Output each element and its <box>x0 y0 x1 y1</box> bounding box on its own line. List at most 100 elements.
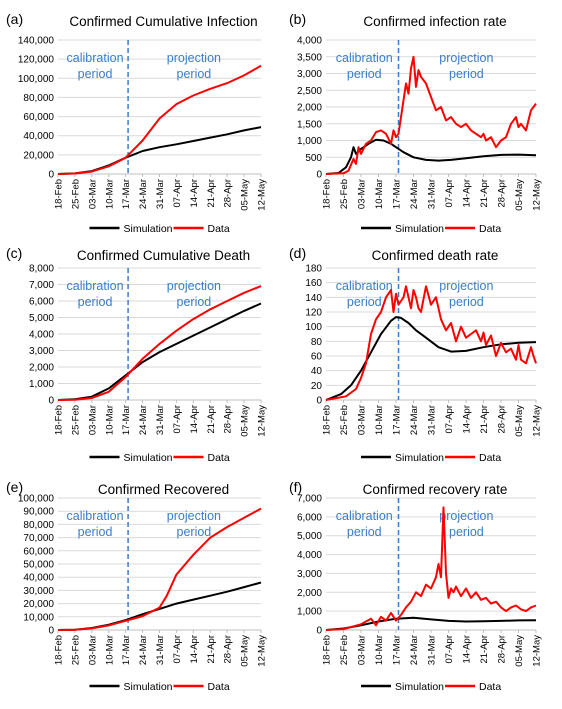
x-tick-label: 17-Mar <box>392 179 403 209</box>
y-tick-label: 40 <box>311 366 323 377</box>
x-tick-label: 10-Mar <box>374 405 385 435</box>
x-tick-label: 07-Apr <box>444 635 455 664</box>
y-tick-label: 10,000 <box>23 612 54 623</box>
series-line-simulation <box>57 126 262 175</box>
legend-data-label: Data <box>479 452 501 464</box>
y-tick-label: 20,000 <box>23 150 54 161</box>
y-tick-label: 120,000 <box>18 55 55 66</box>
calibration-period-label: calibration <box>67 509 124 523</box>
projection-period-label: period <box>177 67 212 81</box>
x-tick-label: 21-Apr <box>479 635 490 664</box>
legend-simulation-label: Simulation <box>124 223 173 235</box>
x-tick-label: 24-Mar <box>138 179 149 209</box>
calibration-period-label: period <box>347 67 382 81</box>
x-tick-label: 10-Mar <box>104 635 115 665</box>
legend-simulation-label: Simulation <box>124 452 173 464</box>
y-tick-label: 180 <box>305 264 322 275</box>
chart-panel-a: (a) Confirmed Cumulative Infection 0 20,000… <box>6 11 268 235</box>
x-tick-label: 10-Mar <box>374 179 385 209</box>
x-tick-label: 18-Feb <box>322 179 333 209</box>
panel-label: (e) <box>6 479 23 495</box>
x-tick-label: 18-Feb <box>322 635 333 665</box>
legend-simulation-label: Simulation <box>124 681 173 693</box>
projection-period-label: period <box>177 295 212 309</box>
x-tick-label: 03-Mar <box>357 635 368 665</box>
y-tick-label: 2,500 <box>297 86 322 97</box>
y-tick-label: 6,000 <box>29 297 54 308</box>
chart-title: Confirmed infection rate <box>363 14 506 29</box>
x-tick-label: 24-Mar <box>409 179 420 209</box>
series-line-data <box>57 507 262 631</box>
y-tick-label: 30,000 <box>23 586 54 597</box>
y-tick-label: 50,000 <box>23 560 54 571</box>
x-tick-label: 12-May <box>257 635 268 667</box>
x-tick-label: 31-Mar <box>155 179 166 209</box>
x-tick-label: 28-Apr <box>223 405 234 434</box>
y-tick-label: 120 <box>305 308 322 319</box>
x-tick-label: 05-May <box>240 405 251 437</box>
y-tick-label: 1,500 <box>297 119 322 130</box>
x-tick-label: 25-Feb <box>70 405 81 435</box>
y-tick-label: 5,000 <box>29 313 54 324</box>
x-tick-label: 14-Apr <box>462 179 473 208</box>
x-tick-label: 12-May <box>257 405 268 437</box>
x-tick-label: 28-Apr <box>497 635 508 664</box>
x-tick-label: 03-Mar <box>87 179 98 209</box>
y-tick-label: 80,000 <box>23 520 54 531</box>
y-tick-label: 80,000 <box>23 93 54 104</box>
y-tick-label: 1,000 <box>297 607 322 618</box>
y-tick-label: 20 <box>311 381 323 392</box>
calibration-period-label: calibration <box>67 279 124 293</box>
y-tick-label: 0 <box>316 170 322 181</box>
series-line-data <box>57 64 262 175</box>
y-tick-label: 500 <box>305 153 322 164</box>
x-tick-label: 07-Apr <box>172 405 183 434</box>
x-tick-label: 28-Apr <box>497 179 508 208</box>
y-tick-label: 60,000 <box>23 546 54 557</box>
y-tick-label: 60,000 <box>23 112 54 123</box>
x-tick-label: 07-Apr <box>444 405 455 434</box>
x-tick-label: 18-Feb <box>54 635 65 665</box>
legend-simulation-label: Simulation <box>395 452 444 464</box>
series-line-simulation <box>325 316 537 401</box>
panel-label: (c) <box>6 245 22 261</box>
x-tick-label: 31-Mar <box>155 405 166 435</box>
x-tick-label: 24-Mar <box>138 405 149 435</box>
projection-period-label: period <box>449 525 484 539</box>
y-tick-label: 100 <box>305 322 322 333</box>
x-tick-label: 07-Apr <box>172 179 183 208</box>
y-tick-label: 7,000 <box>297 494 322 505</box>
calibration-period-label: calibration <box>336 509 393 523</box>
x-tick-label: 05-May <box>514 405 525 437</box>
calibration-period-label: period <box>347 295 382 309</box>
projection-period-label: period <box>449 67 484 81</box>
x-tick-label: 10-Mar <box>104 405 115 435</box>
chart-panel-b: (b) Confirmed infection rate 0 500 1,000 1,50… <box>289 11 543 235</box>
calibration-period-label: calibration <box>336 279 393 293</box>
y-tick-label: 4,000 <box>297 550 322 561</box>
x-tick-label: 25-Feb <box>339 635 350 665</box>
calibration-period-label: period <box>78 67 113 81</box>
x-tick-label: 21-Apr <box>206 405 217 434</box>
y-tick-label: 1,000 <box>297 136 322 147</box>
x-tick-label: 12-May <box>257 179 268 211</box>
x-tick-label: 25-Feb <box>70 179 81 209</box>
x-tick-label: 17-Mar <box>121 179 132 209</box>
chart-panel-c: (c) Confirmed Cumulative Death 0 1,000 2,000… <box>6 245 268 464</box>
series-line-simulation <box>325 138 537 175</box>
x-tick-label: 07-Apr <box>444 179 455 208</box>
x-tick-label: 05-May <box>240 635 251 667</box>
y-tick-label: 2,000 <box>297 103 322 114</box>
y-tick-label: 160 <box>305 278 322 289</box>
series-line-data <box>325 55 537 175</box>
x-tick-label: 03-Mar <box>357 405 368 435</box>
x-tick-label: 21-Apr <box>206 635 217 664</box>
panel-label: (a) <box>6 11 23 27</box>
x-tick-label: 24-Mar <box>409 635 420 665</box>
calibration-period-label: calibration <box>67 51 124 65</box>
y-tick-label: 0 <box>48 170 54 181</box>
y-tick-label: 2,000 <box>297 588 322 599</box>
x-tick-label: 21-Apr <box>479 405 490 434</box>
x-tick-label: 10-Mar <box>104 179 115 209</box>
x-tick-label: 03-Mar <box>87 635 98 665</box>
